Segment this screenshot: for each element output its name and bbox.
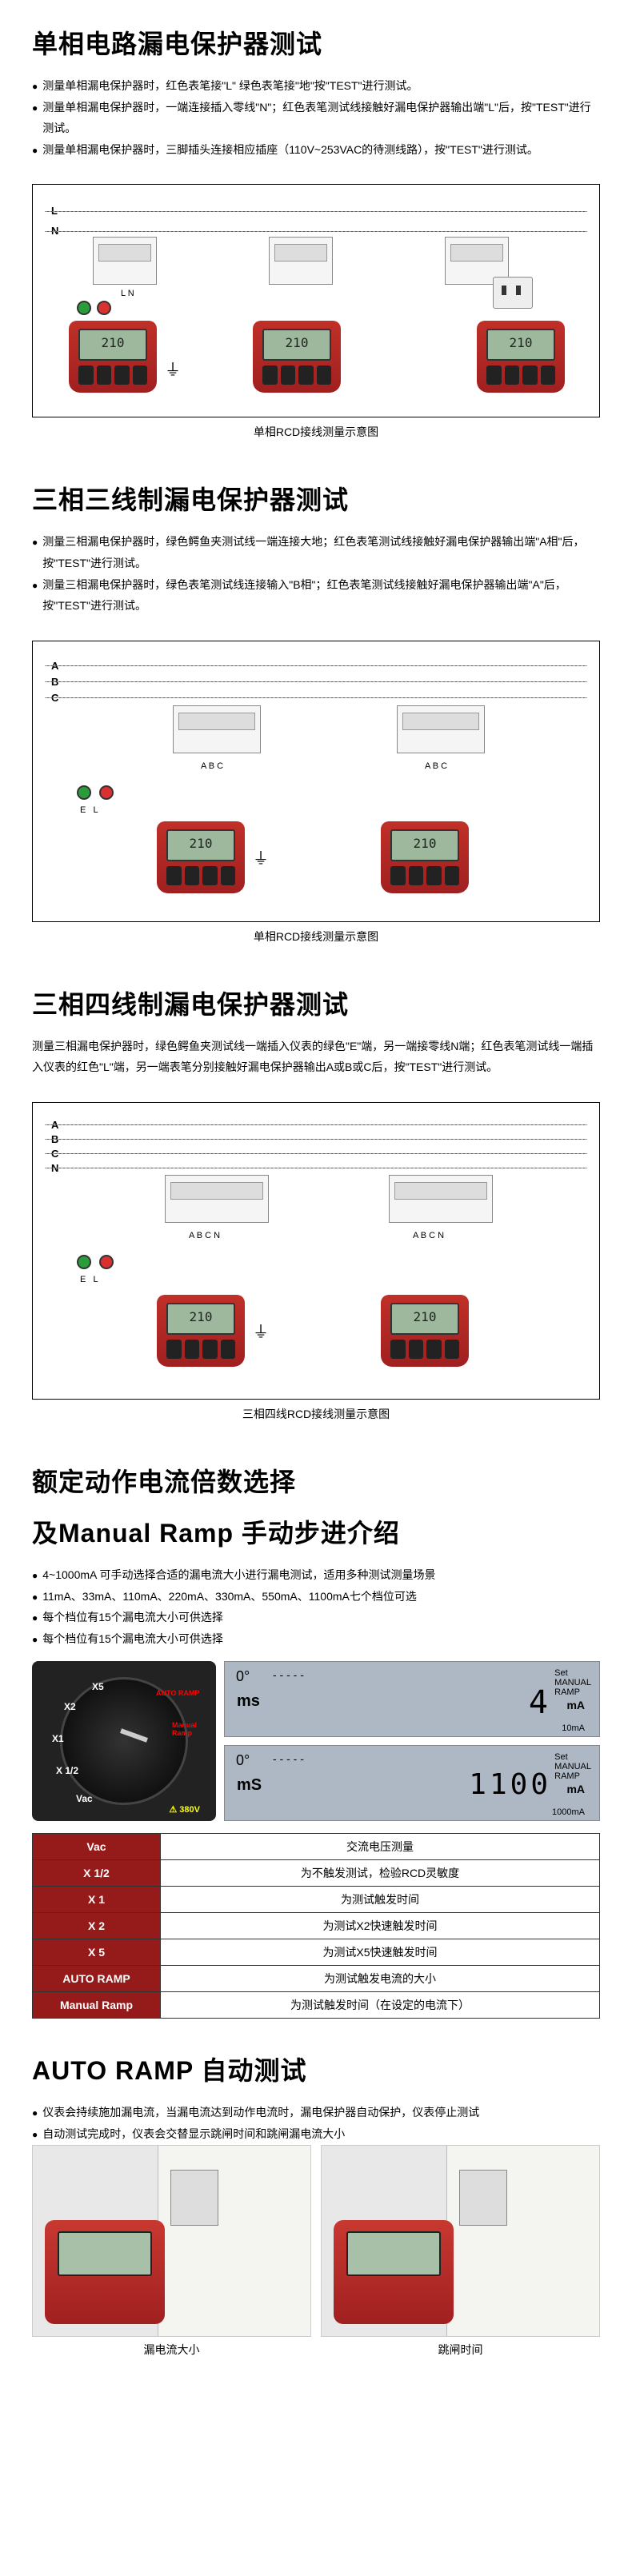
section3-title: 三相四线制漏电保护器测试 bbox=[32, 984, 600, 1021]
probe-green-icon bbox=[77, 1255, 91, 1269]
section1-title: 单相电路漏电保护器测试 bbox=[32, 24, 600, 61]
breaker-icon bbox=[269, 237, 333, 285]
lcd-display-1: - - - - - 0° ms 4 mA Set MANUAL RAMP 10m… bbox=[224, 1661, 600, 1737]
breaker-icon bbox=[165, 1175, 269, 1223]
photo-trip-time bbox=[321, 2145, 600, 2337]
section5-title: AUTO RAMP 自动测试 bbox=[32, 2051, 600, 2087]
probe-green-icon bbox=[77, 301, 91, 315]
table-row: Manual Ramp为测试触发时间（在设定的电流下） bbox=[33, 1992, 600, 2019]
section4-title-2: 及Manual Ramp 手动步进介绍 bbox=[32, 1513, 600, 1550]
diagram-caption: 单相RCD接线测量示意图 bbox=[0, 929, 632, 945]
photo-caption: 漏电流大小 bbox=[32, 2342, 311, 2358]
bullet: 测量单相漏电保护器时，三脚插头连接相应插座（110V~253VAC的待测线路），… bbox=[32, 139, 600, 161]
dial-photo: X5 X2 X1 X 1/2 Vac AUTO RAMP Manual Ramp… bbox=[32, 1661, 216, 1821]
probe-red-icon bbox=[97, 301, 111, 315]
section3-intro: 测量三相漏电保护器时，绿色鳄鱼夹测试线一端插入仪表的绿色"E"端，另一端接零线N… bbox=[32, 1036, 600, 1078]
bullet: 测量单相漏电保护器时，一端连接插入零线"N"；红色表笔测试线接触好漏电保护器输出… bbox=[32, 97, 600, 139]
terminal-label: A B C N bbox=[189, 1231, 220, 1240]
probe-green-icon bbox=[77, 785, 91, 800]
table-row: X 2为测试X2快速触发时间 bbox=[33, 1913, 600, 1939]
meter-icon bbox=[477, 321, 565, 393]
breaker-icon bbox=[173, 705, 261, 753]
meter-icon bbox=[45, 2220, 165, 2324]
table-row: X 1为测试触发时间 bbox=[33, 1887, 600, 1913]
table-row: Vac交流电压测量 bbox=[33, 1834, 600, 1860]
section2-title: 三相三线制漏电保护器测试 bbox=[32, 480, 600, 517]
terminal-label: A B C bbox=[201, 761, 223, 771]
bullet: 测量单相漏电保护器时，红色表笔接"L" 绿色表笔接"地"按"TEST"进行测试。 bbox=[32, 75, 600, 97]
breaker-icon bbox=[93, 237, 157, 285]
breaker-icon bbox=[397, 705, 485, 753]
outlet-icon bbox=[493, 277, 533, 309]
meter-icon bbox=[381, 1295, 469, 1367]
diagram-four-wire: A B C N A B C N A B C N E L ⏚ bbox=[32, 1102, 600, 1400]
diagram-caption: 单相RCD接线测量示意图 bbox=[0, 424, 632, 440]
diagram-single-phase: L N ⏚ L N bbox=[32, 184, 600, 417]
meter-icon bbox=[69, 321, 157, 393]
bullet: 每个档位有15个漏电流大小可供选择 bbox=[32, 1607, 600, 1628]
bullet: 自动测试完成时，仪表会交替显示跳闸时间和跳闸漏电流大小 bbox=[32, 2123, 600, 2145]
diagram-three-wire: A B C A B C A B C E L ⏚ bbox=[32, 641, 600, 922]
terminal-label: L N bbox=[121, 289, 134, 298]
section4-title-1: 额定动作电流倍数选择 bbox=[32, 1462, 600, 1499]
bullet: 4~1000mA 可手动选择合适的漏电流大小进行漏电测试，适用多种测试测量场景 bbox=[32, 1564, 600, 1586]
table-row: X 5为测试X5快速触发时间 bbox=[33, 1939, 600, 1966]
bullet: 每个档位有15个漏电流大小可供选择 bbox=[32, 1628, 600, 1650]
table-row: X 1/2为不触发测试，检验RCD灵敏度 bbox=[33, 1860, 600, 1887]
probe-red-icon bbox=[99, 1255, 114, 1269]
bullet: 测量三相漏电保护器时，绿色鳄鱼夹测试线一端连接大地；红色表笔测试线接触好漏电保护… bbox=[32, 531, 600, 573]
ground-icon: ⏚ bbox=[253, 845, 269, 869]
bullet: 仪表会持续施加漏电流，当漏电流达到动作电流时，漏电保护器自动保护，仪表停止测试 bbox=[32, 2102, 600, 2123]
meter-icon bbox=[334, 2220, 454, 2324]
meter-icon bbox=[157, 1295, 245, 1367]
diagram-caption: 三相四线RCD接线测量示意图 bbox=[0, 1406, 632, 1422]
photo-trip-current bbox=[32, 2145, 311, 2337]
bullet: 11mA、33mA、110mA、220mA、330mA、550mA、1100mA… bbox=[32, 1586, 600, 1608]
terminal-label: A B C N bbox=[413, 1231, 444, 1240]
ground-icon: ⏚ bbox=[165, 357, 181, 380]
meter-icon bbox=[253, 321, 341, 393]
probe-label: E L bbox=[80, 1275, 98, 1284]
table-row: AUTO RAMP为测试触发电流的大小 bbox=[33, 1966, 600, 1992]
voltage-warning: ⚠ 380V bbox=[169, 1804, 200, 1815]
bullet: 测量三相漏电保护器时，绿色表笔测试线连接输入"B相"；红色表笔测试线接触好漏电保… bbox=[32, 574, 600, 617]
ground-icon: ⏚ bbox=[253, 1319, 269, 1342]
photo-caption: 跳闸时间 bbox=[321, 2342, 600, 2358]
mode-table: Vac交流电压测量 X 1/2为不触发测试，检验RCD灵敏度 X 1为测试触发时… bbox=[32, 1833, 600, 2019]
terminal-label: A B C bbox=[425, 761, 447, 771]
breaker-icon bbox=[389, 1175, 493, 1223]
meter-icon bbox=[381, 821, 469, 893]
meter-icon bbox=[157, 821, 245, 893]
probe-red-icon bbox=[99, 785, 114, 800]
probe-label: E L bbox=[80, 805, 98, 815]
lcd-display-2: - - - - - 0° mS 1100 mA Set MANUAL RAMP … bbox=[224, 1745, 600, 1821]
